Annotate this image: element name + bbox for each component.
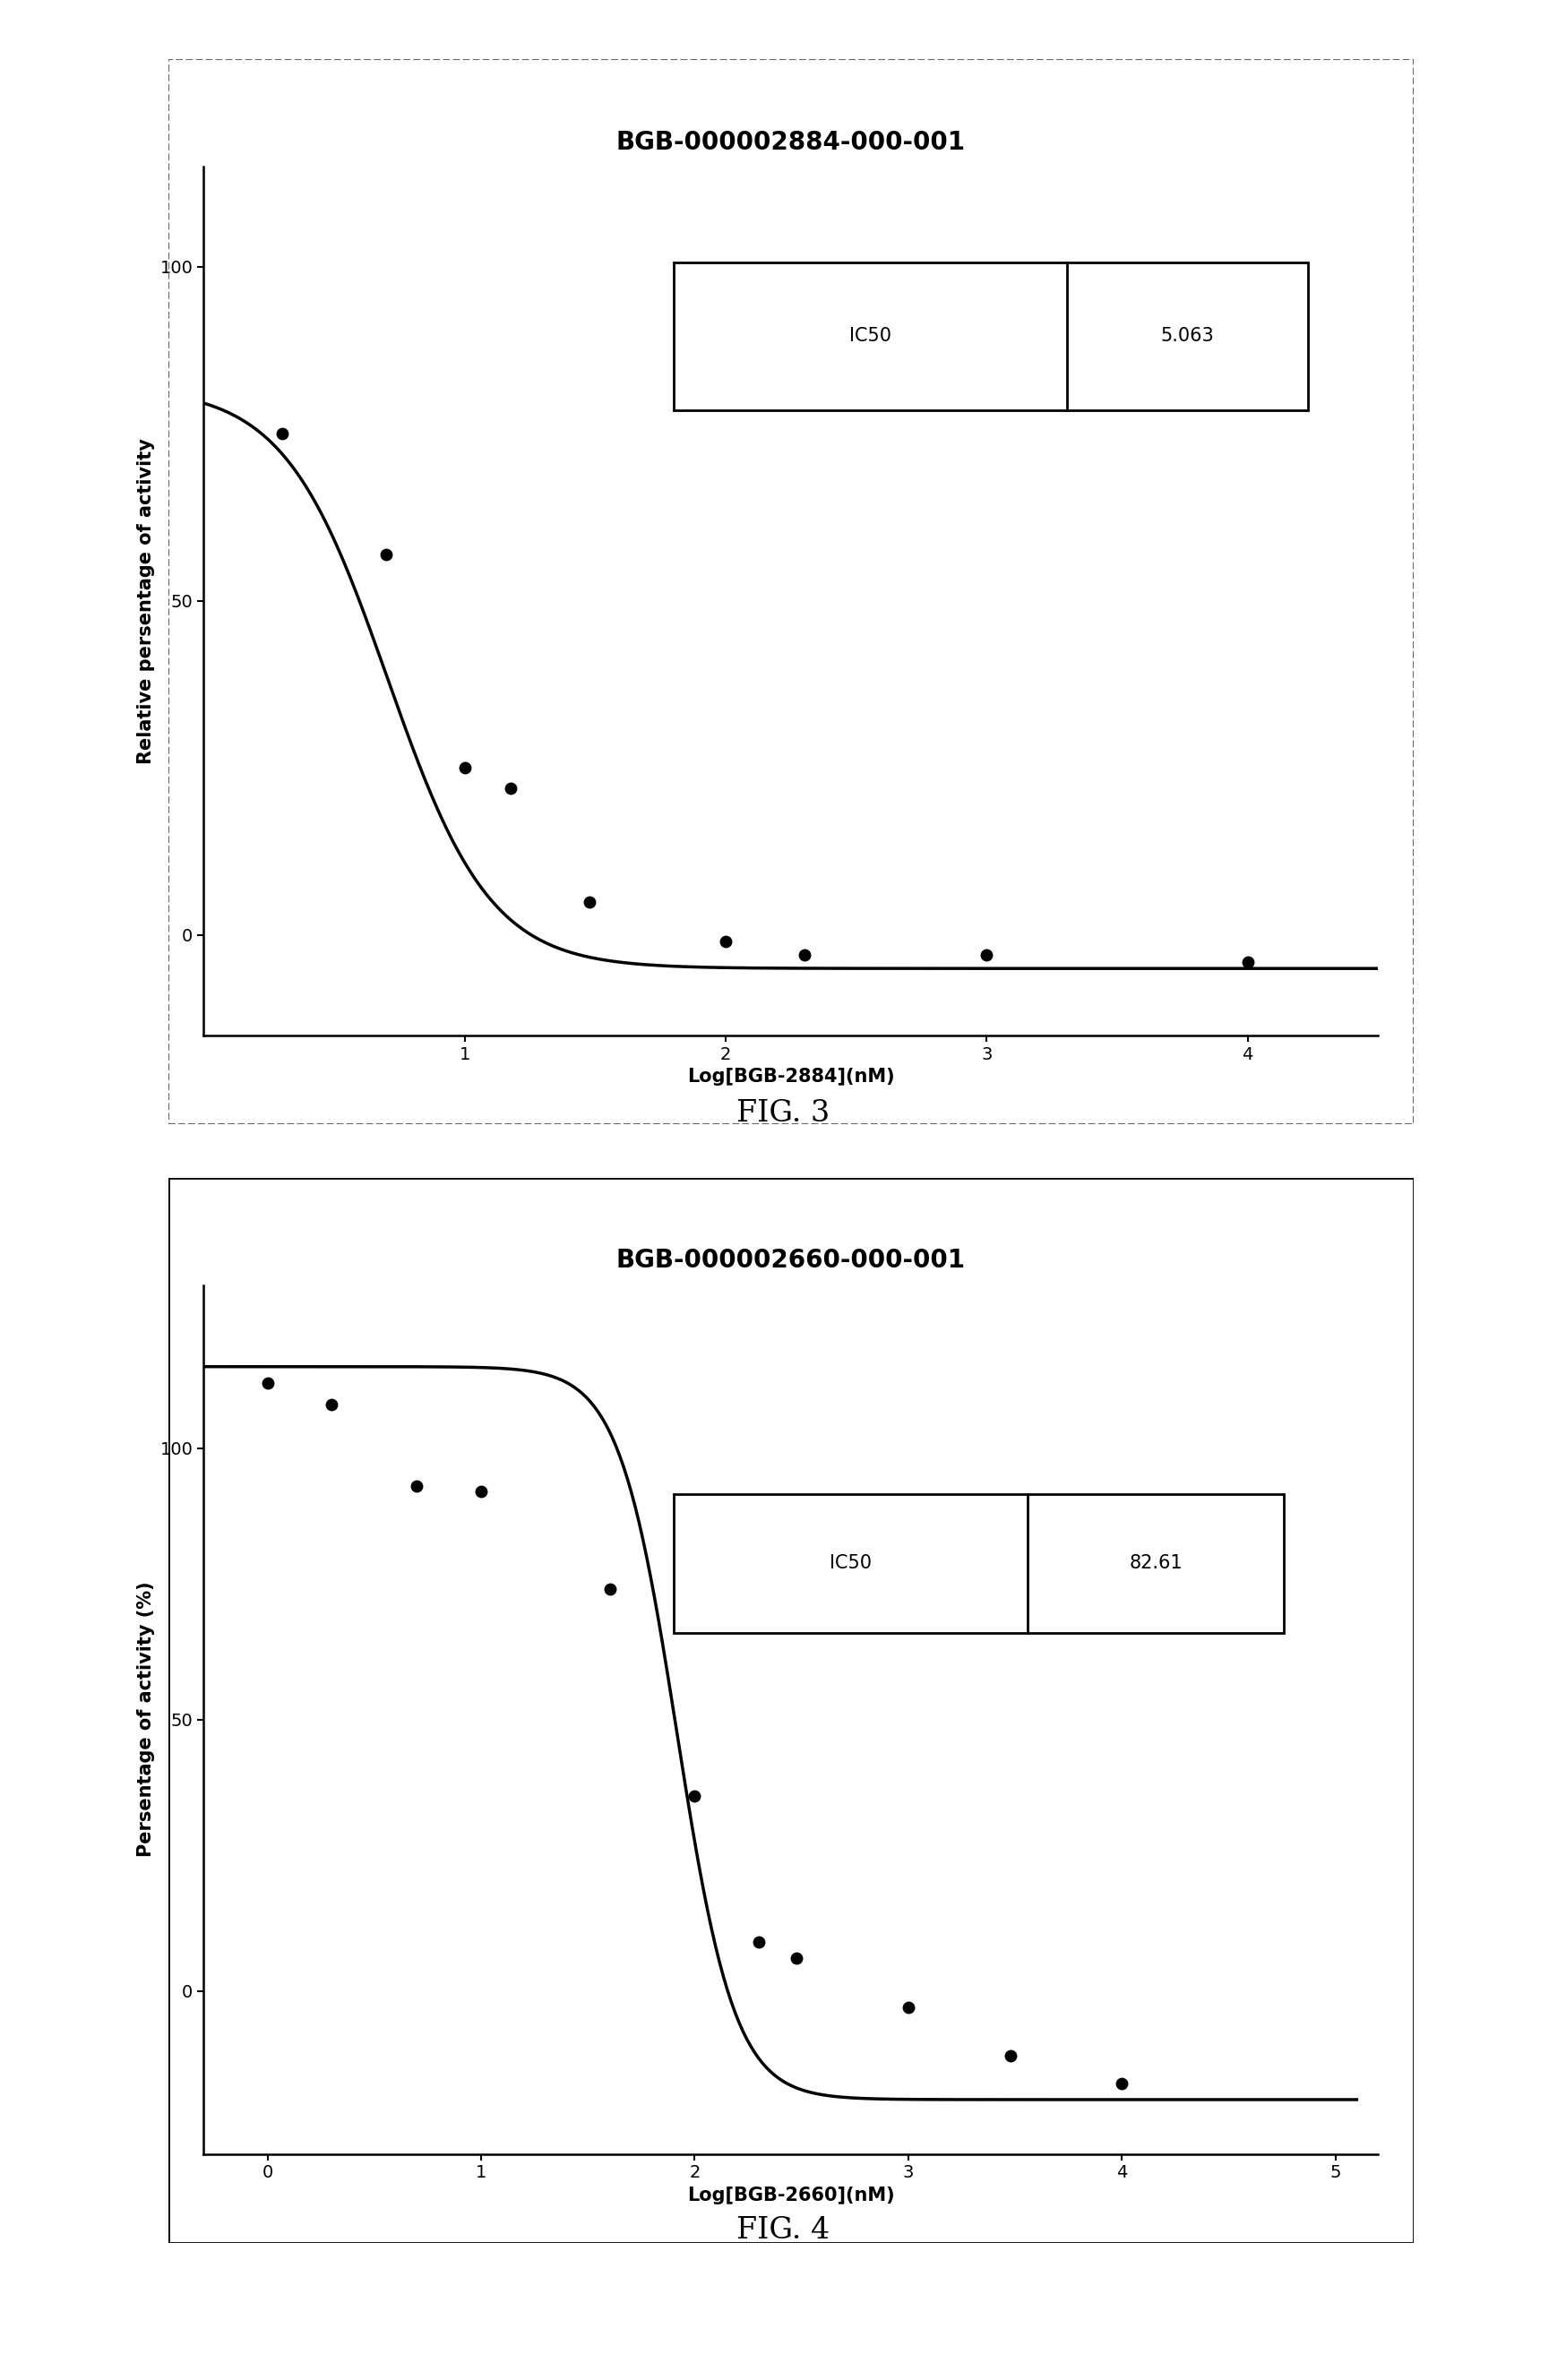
Text: IC50: IC50 — [849, 326, 891, 345]
X-axis label: Log[BGB-2884](nM): Log[BGB-2884](nM) — [687, 1069, 894, 1085]
Text: 82.61: 82.61 — [1129, 1554, 1182, 1573]
Title: BGB-000002884-000-001: BGB-000002884-000-001 — [615, 129, 966, 155]
Title: BGB-000002660-000-001: BGB-000002660-000-001 — [615, 1247, 966, 1273]
Y-axis label: Persentage of activity (%): Persentage of activity (%) — [138, 1583, 155, 1856]
Text: 5.063: 5.063 — [1160, 326, 1214, 345]
X-axis label: Log[BGB-2660](nM): Log[BGB-2660](nM) — [687, 2187, 894, 2204]
Bar — [673, 262, 1308, 409]
Text: IC50: IC50 — [830, 1554, 872, 1573]
Bar — [673, 1495, 1284, 1633]
Text: FIG. 4: FIG. 4 — [736, 2216, 830, 2244]
Y-axis label: Relative persentage of activity: Relative persentage of activity — [138, 438, 155, 764]
Text: FIG. 3: FIG. 3 — [736, 1100, 830, 1128]
